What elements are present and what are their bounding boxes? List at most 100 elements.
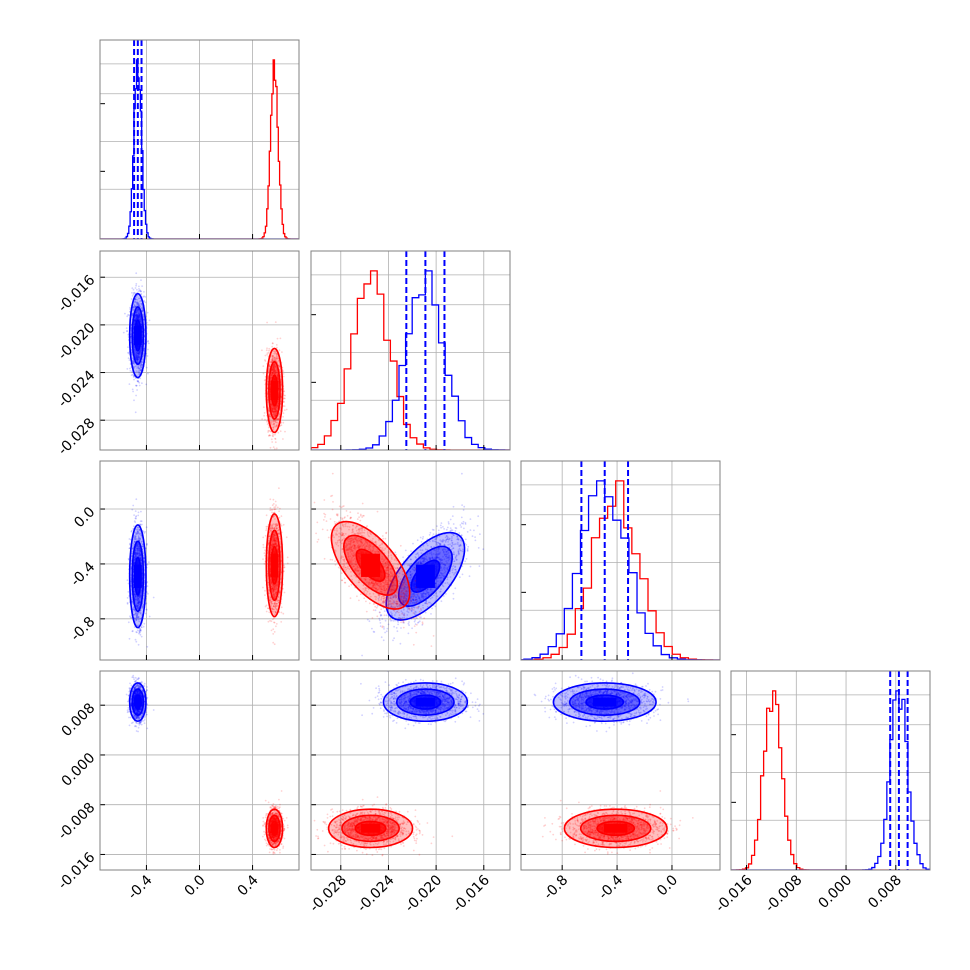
blue-sample-point bbox=[137, 370, 140, 373]
red-sample-point bbox=[271, 410, 274, 413]
red-sample-point bbox=[276, 424, 278, 426]
blue-sample-point bbox=[137, 601, 140, 604]
blue-sample-point bbox=[136, 316, 139, 319]
blue-sample-point bbox=[136, 303, 138, 305]
blue-sample-point bbox=[138, 316, 140, 319]
red-sample-point bbox=[272, 411, 275, 414]
blue-sample-point bbox=[138, 528, 141, 531]
red-sample-point bbox=[263, 379, 266, 382]
red-sample-point bbox=[264, 354, 267, 357]
red-sample-point bbox=[280, 515, 283, 517]
red-sample-point bbox=[272, 435, 274, 438]
blue-sample-point bbox=[139, 369, 142, 371]
red-sample-point bbox=[262, 372, 265, 375]
red-sample-point bbox=[271, 369, 274, 371]
blue-sample-point bbox=[137, 315, 140, 317]
red-sample-point bbox=[275, 370, 278, 372]
red-sample-point bbox=[272, 367, 275, 370]
blue-sample-point bbox=[136, 547, 139, 550]
blue-sample-point bbox=[138, 384, 141, 387]
blue-sample-point bbox=[133, 305, 136, 307]
blue-sample-point bbox=[136, 544, 139, 547]
blue-sample-point bbox=[136, 318, 139, 320]
red-sample-point bbox=[271, 407, 274, 410]
red-sample-point bbox=[270, 372, 273, 374]
red-sample-point bbox=[273, 410, 276, 413]
red-sample-point bbox=[278, 365, 281, 367]
red-sample-point bbox=[271, 358, 274, 361]
red-sample-point bbox=[271, 404, 273, 407]
red-sample-point bbox=[272, 406, 275, 408]
blue-sample-point bbox=[137, 312, 140, 315]
red-sample-point bbox=[274, 410, 277, 413]
red-sample-point bbox=[268, 411, 271, 413]
blue-sample-point bbox=[136, 361, 139, 363]
red-sample-point bbox=[274, 420, 277, 422]
blue-sample-point bbox=[136, 547, 139, 550]
blue-sample-point bbox=[142, 314, 145, 316]
red-sample-point bbox=[271, 407, 274, 410]
red-sample-point bbox=[272, 426, 275, 429]
red-sample-point bbox=[271, 372, 274, 375]
red-sample-point bbox=[272, 370, 275, 373]
blue-sample-point bbox=[138, 551, 141, 553]
red-sample-point bbox=[276, 374, 279, 377]
blue-sample-point bbox=[127, 333, 130, 336]
red-sample-point bbox=[272, 366, 275, 369]
scatter-group bbox=[122, 272, 288, 450]
blue-sample-point bbox=[135, 357, 138, 359]
red-sample-point bbox=[275, 421, 277, 424]
red-sample-point bbox=[275, 352, 277, 355]
red-sample-point bbox=[274, 370, 277, 372]
red-sample-point bbox=[279, 371, 282, 374]
blue-sample-point bbox=[140, 559, 143, 561]
blue-sample-point bbox=[137, 616, 140, 619]
red-sample-point bbox=[282, 415, 284, 418]
blue-sample-point bbox=[131, 291, 133, 294]
blue-sample-point bbox=[148, 615, 151, 618]
red-sample-point bbox=[271, 355, 274, 358]
blue-sample-point bbox=[132, 608, 134, 610]
red-sample-point bbox=[274, 356, 276, 359]
red-sample-point bbox=[271, 408, 273, 411]
red-sample-point bbox=[271, 410, 274, 412]
red-sample-point bbox=[275, 406, 278, 408]
red-sample-point bbox=[268, 410, 270, 412]
red-sample-point bbox=[266, 420, 268, 423]
red-sample-point bbox=[274, 410, 276, 413]
red-sample-point bbox=[271, 371, 274, 374]
red-sample-point bbox=[273, 410, 276, 413]
blue-sample-point bbox=[136, 318, 138, 320]
blue-sample-point bbox=[136, 354, 139, 357]
blue-sample-point bbox=[134, 550, 137, 553]
blue-sample-point bbox=[135, 614, 138, 617]
blue-sample-point bbox=[135, 354, 138, 357]
blue-sample-point bbox=[136, 314, 138, 317]
blue-sample-point bbox=[138, 314, 141, 317]
blue-sample-point bbox=[136, 299, 139, 301]
red-sample-point bbox=[279, 430, 282, 433]
red-sample-point bbox=[262, 406, 265, 409]
red-sample-point bbox=[277, 418, 280, 421]
red-sample-point bbox=[275, 406, 278, 408]
blue-sample-point bbox=[137, 313, 140, 316]
red-sample-point bbox=[265, 514, 268, 517]
red-sample-point bbox=[273, 420, 275, 423]
blue-sample-point bbox=[137, 297, 140, 300]
red-sample-point bbox=[270, 374, 273, 377]
blue-sample-point bbox=[143, 532, 146, 534]
blue-sample-point bbox=[135, 351, 138, 354]
blue-sample-point bbox=[135, 355, 138, 358]
red-sample-point bbox=[285, 408, 288, 411]
red-sample-point bbox=[271, 441, 274, 443]
blue-sample-point bbox=[135, 515, 138, 517]
red-sample-point bbox=[271, 372, 274, 374]
blue-sample-point bbox=[131, 371, 134, 373]
blue-sample-point bbox=[148, 561, 150, 563]
red-sample-point bbox=[275, 366, 278, 369]
blue-sample-point bbox=[139, 627, 142, 630]
red-sample-point bbox=[276, 376, 279, 378]
blue-sample-point bbox=[140, 292, 143, 295]
blue-sample-point bbox=[133, 362, 136, 365]
blue-sample-point bbox=[140, 612, 142, 614]
